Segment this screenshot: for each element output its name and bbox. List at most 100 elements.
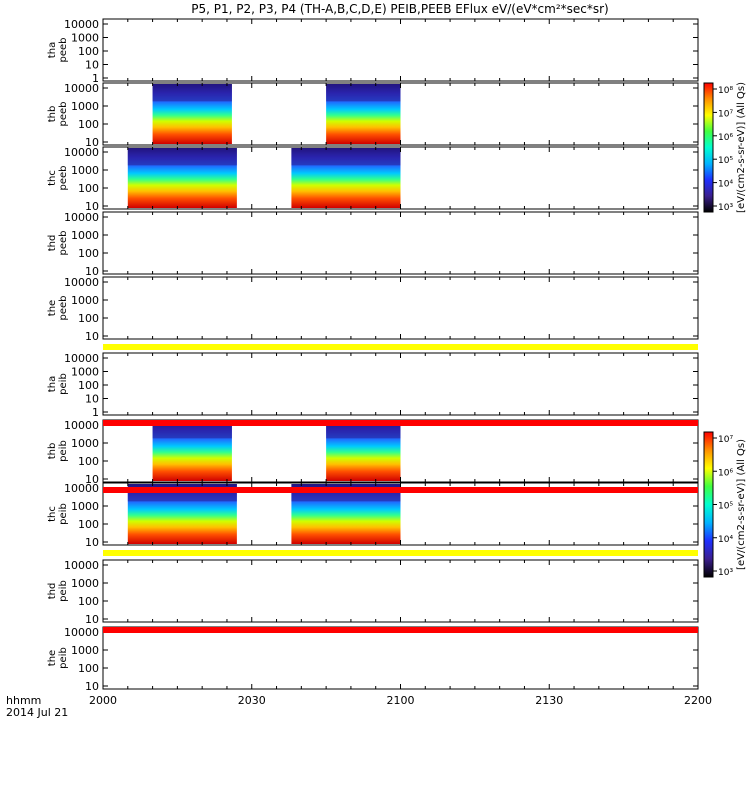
colorbar-tick-label: 10⁵ — [718, 156, 733, 166]
y-tick-label: 10000 — [64, 626, 99, 639]
time-tick-label: 2200 — [684, 694, 712, 707]
time-axis-date: 2014 Jul 21 — [6, 706, 68, 719]
panel-label-probe: tha — [47, 376, 58, 392]
y-tick-label: 10 — [85, 613, 99, 626]
y-tick-label: 10 — [85, 680, 99, 693]
panel-frame — [102, 626, 699, 690]
panel-label-product: peib — [58, 580, 69, 602]
panel-label-product: peeb — [58, 231, 69, 256]
y-tick-label: 1000 — [71, 366, 99, 379]
panel-thb-peib: 10 100 1000 10000 thb peib — [47, 419, 699, 486]
y-tick-label: 10000 — [64, 146, 99, 159]
y-tick-label: 10 — [85, 473, 99, 486]
y-tick-label: 1000 — [71, 294, 99, 307]
y-tick-label: 100 — [78, 45, 99, 58]
y-tick-label: 10 — [85, 393, 99, 406]
panel-thc-peib: 10 100 1000 10000 thc peib — [47, 482, 699, 549]
panel-label-probe: thb — [47, 443, 58, 460]
panel-label-probe: thd — [47, 235, 58, 252]
colorbar-tick-label: 10⁷ — [718, 435, 733, 445]
y-tick-label: 10000 — [64, 276, 99, 289]
panel-thc-peeb: 10 100 1000 10000 thc peeb — [47, 146, 699, 213]
time-tick-label: 2130 — [535, 694, 563, 707]
colorbar-tick-label: 10⁴ — [718, 535, 733, 545]
panel-label-probe: tha — [47, 42, 58, 58]
panel-label-product: peib — [58, 503, 69, 525]
colorbar-label: [eV/(cm2-s-sr-eV)] (All Qs) — [736, 82, 747, 213]
panel-label-product: peeb — [58, 38, 69, 63]
y-tick-label: 1 — [92, 72, 99, 85]
y-tick-label: 100 — [78, 379, 99, 392]
y-tick-label: 100 — [78, 595, 99, 608]
plot-title: P5, P1, P2, P3, P4 (TH-A,B,C,D,E) PEIB,P… — [191, 2, 608, 16]
panel-label-product: peib — [58, 647, 69, 669]
y-tick-label: 100 — [78, 455, 99, 468]
panel-label-product: peeb — [58, 296, 69, 321]
colorbar-tick-label: 10⁶ — [718, 133, 733, 143]
y-tick-label: 1 — [92, 406, 99, 419]
panel-thb-peeb: 10 100 1000 10000 thb peeb — [47, 82, 699, 149]
y-tick-label: 10000 — [64, 419, 99, 432]
y-tick-label: 10000 — [64, 482, 99, 495]
y-tick-label: 1000 — [71, 500, 99, 513]
time-tick-label: 2030 — [238, 694, 266, 707]
colorbar-tick-label: 10⁷ — [718, 109, 733, 119]
spectrogram-noise — [152, 84, 232, 102]
y-tick-label: 100 — [78, 312, 99, 325]
panel-thd-peib: 10 100 1000 10000 thd peib — [47, 559, 699, 626]
panel-label-product: peeb — [58, 166, 69, 191]
colorbar: 10³ 10⁴ 10⁵ 10⁶ 10⁷ 10⁸ [eV/(cm2-s-sr-eV)] (Al… — [703, 82, 747, 213]
panel-label-probe: the — [47, 300, 58, 316]
y-tick-label: 1000 — [71, 644, 99, 657]
y-tick-label: 10000 — [64, 211, 99, 224]
panel-label-probe: thc — [47, 506, 58, 522]
panel-frame — [102, 211, 699, 275]
status-bar — [103, 550, 698, 556]
y-tick-label: 1000 — [71, 577, 99, 590]
panel-frame — [102, 352, 699, 416]
y-tick-label: 100 — [78, 182, 99, 195]
y-tick-label: 10000 — [64, 18, 99, 31]
y-tick-label: 100 — [78, 118, 99, 131]
panel-label-probe: the — [47, 650, 58, 666]
y-tick-label: 10000 — [64, 559, 99, 572]
time-tick-label: 2000 — [89, 694, 117, 707]
time-axis-label: hhmm — [6, 694, 41, 707]
panel-the-peib: 10 100 1000 10000 the peib — [47, 626, 699, 693]
y-tick-label: 1000 — [71, 164, 99, 177]
y-tick-label: 100 — [78, 247, 99, 260]
colorbar-tick-label: 10³ — [718, 203, 733, 213]
y-tick-label: 1000 — [71, 437, 99, 450]
status-bar — [103, 487, 698, 493]
spectrogram-noise — [291, 148, 401, 166]
colorbar-gradient — [703, 82, 714, 213]
panel-label-product: peib — [58, 440, 69, 462]
panel-label-probe: thb — [47, 106, 58, 123]
panel-label-probe: thd — [47, 583, 58, 600]
y-tick-label: 10000 — [64, 352, 99, 365]
y-tick-label: 1000 — [71, 32, 99, 45]
panel-frame — [102, 276, 699, 340]
panel-label-probe: thc — [47, 170, 58, 186]
colorbar-label: [eV/(cm2-s-sr-eV)] (All Qs) — [736, 439, 747, 570]
time-tick-label: 2100 — [387, 694, 415, 707]
y-tick-label: 10 — [85, 200, 99, 213]
y-tick-label: 10000 — [64, 82, 99, 95]
spectrogram-noise — [326, 84, 401, 102]
y-tick-label: 1000 — [71, 100, 99, 113]
colorbar-tick-label: 10³ — [718, 568, 733, 578]
panel-frame — [102, 559, 699, 623]
status-bar — [103, 627, 698, 633]
panel-label-product: peeb — [58, 102, 69, 127]
y-tick-label: 1000 — [71, 229, 99, 242]
y-tick-label: 10 — [85, 136, 99, 149]
y-tick-label: 10 — [85, 330, 99, 343]
panel-the-peeb: 10 100 1000 10000 the peeb — [47, 276, 699, 343]
y-tick-label: 10 — [85, 265, 99, 278]
panel-thd-peeb: 10 100 1000 10000 thd peeb — [47, 211, 699, 278]
status-bar — [103, 420, 698, 426]
colorbar-gradient — [703, 431, 714, 578]
